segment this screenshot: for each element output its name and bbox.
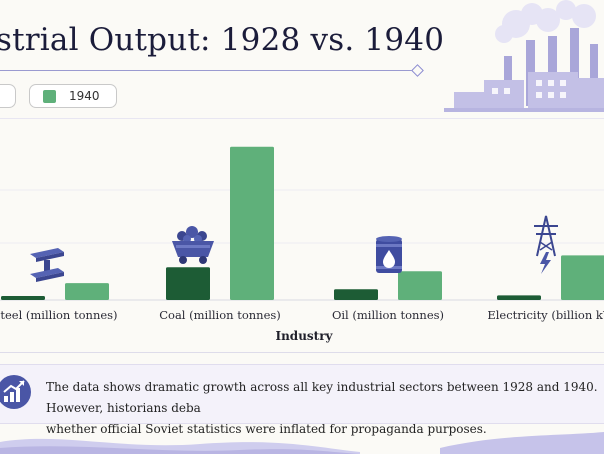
bar-1940-1: [65, 283, 109, 300]
note-line-1: The data shows dramatic growth across al…: [46, 380, 598, 415]
power-pylon-icon: [534, 215, 558, 274]
bar-1928-4: [497, 295, 541, 300]
legend-item-1940[interactable]: 1940: [29, 84, 117, 108]
x-tick-label-3: Oil (million tonnes): [332, 308, 444, 322]
growth-chart-icon: [0, 375, 31, 409]
x-tick-label-2: Coal (million tonnes): [159, 308, 281, 322]
bar-1940-2: [230, 146, 274, 300]
oil-barrel-icon: [376, 236, 402, 273]
note-panel: [0, 364, 604, 424]
footer-waves: [0, 432, 604, 454]
legend-label-1940: 1940: [69, 89, 100, 103]
chart-title: strial Output: 1928 vs. 1940: [0, 22, 445, 58]
x-axis-title: Industry: [275, 329, 333, 343]
bar-1940-3: [398, 271, 442, 300]
x-tick-label-1: Steel (million tonnes): [0, 308, 118, 322]
plot-top-border: [0, 118, 604, 119]
title-underline: [0, 70, 420, 71]
bar-1928-3: [334, 289, 378, 300]
steel-beam-icon: [30, 248, 64, 282]
title-diamond-ornament: [411, 64, 424, 77]
bar-chart: Steel (million tonnes) Coal (million tonn…: [0, 146, 604, 343]
legend-item-1928[interactable]: [0, 84, 16, 108]
bar-1928-1: [1, 296, 45, 300]
factory-illustration: [444, 0, 604, 112]
bar-1940-4: [561, 255, 604, 300]
panel-separator: [0, 352, 604, 353]
note-line-2: whether official Soviet statistics were …: [46, 422, 487, 436]
bar-1928-2: [166, 267, 210, 300]
legend-swatch-1940: [43, 89, 56, 103]
x-tick-label-4: Electricity (billion kW: [487, 308, 604, 322]
coal-cart-icon: [172, 226, 214, 264]
note-text: The data shows dramatic growth across al…: [46, 377, 604, 440]
